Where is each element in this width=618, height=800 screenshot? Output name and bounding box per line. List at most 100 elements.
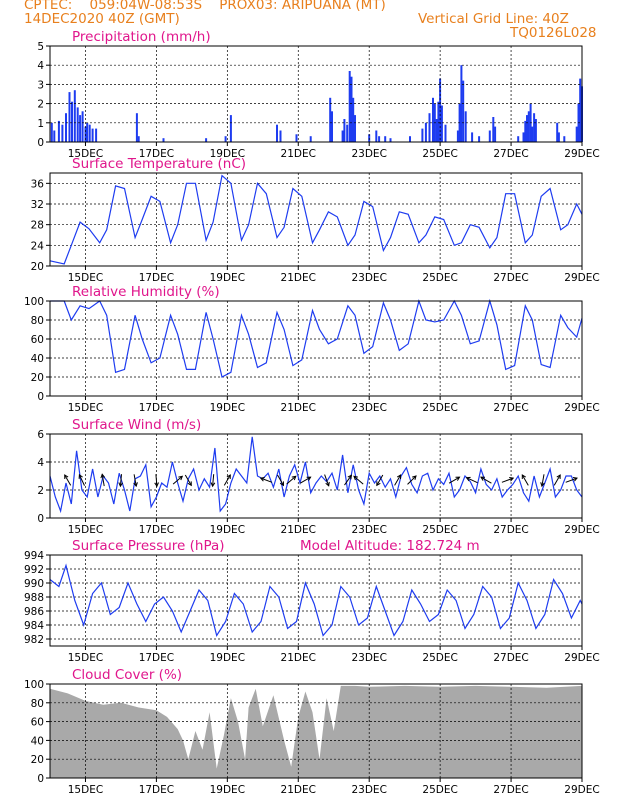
xtick-label-6: 27DEC <box>493 524 528 536</box>
xtick-label-5: 25DEC <box>422 652 457 664</box>
precip-bar-5 <box>68 92 71 142</box>
precip-bar-43 <box>428 113 431 142</box>
precip-bar-21 <box>229 115 232 142</box>
xtick-label-4: 23DEC <box>351 524 386 536</box>
xtick-label-2: 19DEC <box>210 402 245 414</box>
precip-bar-75 <box>579 78 582 142</box>
ytick-label-1: 20 <box>31 754 44 766</box>
wind-arrow-4 <box>133 474 138 488</box>
xtick-label-7: 29DEC <box>564 524 599 536</box>
ytick-label-0: 20 <box>31 261 44 273</box>
precip-bar-50 <box>444 124 447 142</box>
xtick-label-1: 17DEC <box>139 272 174 284</box>
xtick-label-4: 23DEC <box>351 272 386 284</box>
wind-arrow-13 <box>299 476 312 484</box>
precip-bar-2 <box>57 120 60 142</box>
ytick-label-2: 986 <box>24 606 44 618</box>
panel-title-4: Surface Pressure (hPa) <box>72 538 225 554</box>
precip-bar-62 <box>522 132 525 142</box>
ytick-label-5: 100 <box>24 296 44 308</box>
precip-bar-40 <box>409 136 411 142</box>
precip-bar-41 <box>421 128 424 142</box>
precip-bar-25 <box>309 136 312 142</box>
precip-bar-73 <box>575 126 578 142</box>
wind-arrow-3 <box>118 474 124 488</box>
xtick-label-3: 21DEC <box>281 148 316 160</box>
precip-bar-44 <box>432 97 434 142</box>
panel-2: 0 20 40 60 80 100 15DEC 17DEC 19DEC 21DEC 23DEC 25D… <box>24 284 600 414</box>
precip-bar-55 <box>464 111 467 142</box>
ytick-label-2: 2 <box>37 99 44 111</box>
panel-frame-4 <box>49 554 583 647</box>
ytick-label-0: 0 <box>37 773 44 785</box>
wind-arrow-0 <box>64 474 72 486</box>
ytick-label-4: 80 <box>31 315 44 327</box>
precip-bar-6 <box>71 101 73 142</box>
series-line-2 <box>50 298 583 378</box>
panel-frame-2 <box>49 300 583 397</box>
precip-bar-14 <box>91 128 94 142</box>
precip-bar-4 <box>65 113 67 142</box>
header-run-time: 14DEC2020 40Z (GMT) <box>24 11 180 27</box>
wind-arrow-25 <box>540 474 545 488</box>
ytick-label-2: 4 <box>37 457 44 469</box>
xtick-label-2: 19DEC <box>210 148 245 160</box>
xtick-label-4: 23DEC <box>351 652 386 664</box>
xtick-label-4: 23DEC <box>351 148 386 160</box>
panel-frame-1 <box>49 172 583 267</box>
precip-bar-18 <box>162 138 165 142</box>
xtick-label-5: 25DEC <box>422 402 457 414</box>
ytick-label-2: 40 <box>31 735 44 747</box>
wind-arrow-11 <box>277 474 285 487</box>
xtick-label-0: 15DEC <box>68 652 103 664</box>
header-grid-note: Vertical Grid Line: 40Z <box>418 11 569 27</box>
panel-title-2: Relative Humidity (%) <box>72 284 220 300</box>
precip-bar-46 <box>435 119 438 142</box>
ytick-label-4: 990 <box>24 578 44 590</box>
precip-bar-31 <box>348 71 351 142</box>
precip-bar-9 <box>79 115 82 142</box>
precip-bar-39 <box>389 138 392 142</box>
xtick-label-1: 17DEC <box>139 148 174 160</box>
panel-title-3: Surface Wind (m/s) <box>72 417 201 433</box>
xtick-label-5: 25DEC <box>422 148 457 160</box>
ytick-label-1: 1 <box>37 118 44 130</box>
precip-bar-3 <box>61 124 64 142</box>
panel-0: 0 1 2 3 4 5 15DEC 17DEC 19DEC 21DEC 23DEC 25DEC 27DE… <box>37 29 599 160</box>
xtick-label-7: 29DEC <box>564 784 599 796</box>
cloud-cover-area <box>50 685 582 778</box>
precip-bar-36 <box>375 130 378 142</box>
wind-arrow-1 <box>78 473 85 486</box>
wind-arrow-8 <box>210 474 216 488</box>
precip-bar-65 <box>527 111 530 142</box>
precip-bar-17 <box>137 136 140 142</box>
precip-bar-51 <box>456 130 459 142</box>
header-code: TQ0126L028 <box>510 25 597 41</box>
xtick-label-6: 27DEC <box>493 272 528 284</box>
ytick-label-3: 6 <box>37 429 44 441</box>
ytick-label-5: 5 <box>37 41 44 53</box>
precip-bar-16 <box>135 113 138 142</box>
xtick-label-6: 27DEC <box>493 652 528 664</box>
panel-title-0: Precipitation (mm/h) <box>72 29 211 45</box>
xtick-label-7: 29DEC <box>564 652 599 664</box>
precip-bar-61 <box>517 136 520 142</box>
panel-title-5: Cloud Cover (%) <box>72 667 182 683</box>
precip-bar-54 <box>462 80 465 142</box>
wind-arrow-22 <box>480 476 492 484</box>
xtick-label-0: 15DEC <box>68 402 103 414</box>
precip-bar-49 <box>440 105 443 142</box>
wind-arrow-21 <box>465 476 478 484</box>
precip-bar-69 <box>534 119 537 142</box>
ytick-label-1: 24 <box>31 240 45 252</box>
precip-bar-1 <box>53 130 56 142</box>
xtick-label-3: 21DEC <box>281 524 316 536</box>
wind-arrow-18 <box>394 474 402 486</box>
xtick-label-1: 17DEC <box>139 652 174 664</box>
ytick-label-3: 988 <box>24 592 44 604</box>
precip-bar-15 <box>95 128 98 142</box>
wind-arrow-5 <box>154 474 159 488</box>
xtick-label-1: 17DEC <box>139 402 174 414</box>
series-line-3 <box>49 436 583 514</box>
